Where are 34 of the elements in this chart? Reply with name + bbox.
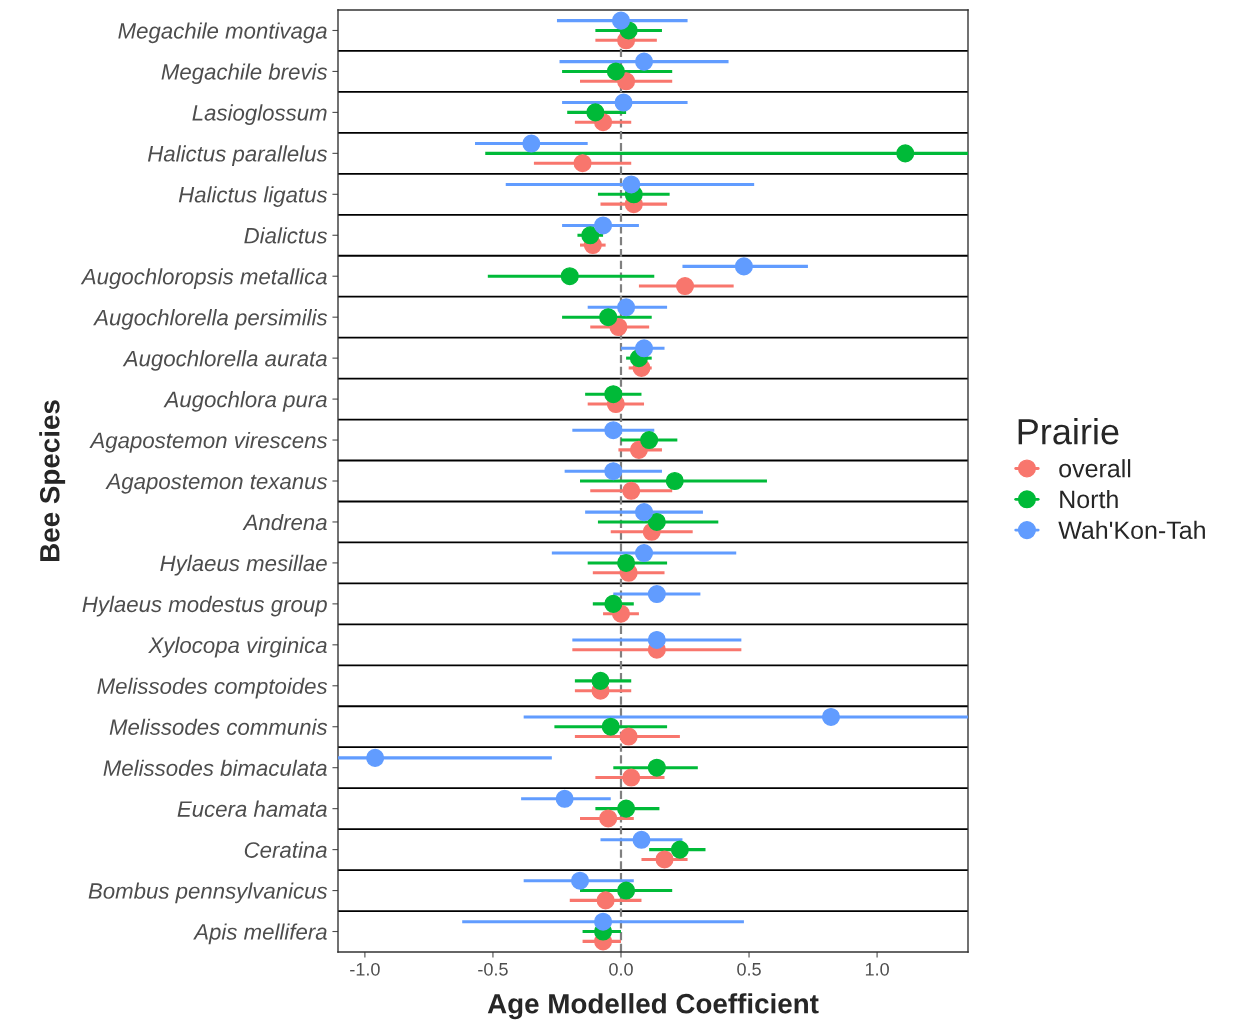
y-tick-label: Andrena	[242, 513, 327, 531]
y-tick-label: Megachile brevis	[161, 63, 328, 85]
y-tick-label: Augochloropsis metallica	[80, 268, 327, 289]
x-tick-label: 0.0	[609, 962, 633, 976]
legend-label: North	[1060, 489, 1118, 509]
y-tick-label: Halictus ligatus	[178, 186, 328, 207]
y-tick-label: Augochlorella persimilis	[93, 309, 328, 330]
y-tick-label: Ceratina	[244, 841, 327, 858]
y-tick-label: Halictus parallelus	[147, 145, 328, 167]
y-tick-label: Dialictus	[244, 227, 328, 244]
y-tick-label: Apis mellifera	[193, 923, 327, 945]
y-tick-label: Bombus pennsylvanicus	[88, 882, 328, 904]
y-tick-label: Eucera hamata	[177, 800, 327, 817]
x-tick-label: -1.0	[350, 962, 380, 976]
x-axis-title: Age Modelled Coefficient	[487, 993, 819, 1020]
y-axis-title: Bee Species	[39, 400, 66, 561]
y-tick-label: Hylaeus mesillae	[160, 554, 327, 576]
y-tick-label: Melissodes comptoides	[97, 677, 328, 699]
y-tick-label: Melissodes bimaculata	[103, 759, 327, 776]
y-tick-label: Augochlora pura	[163, 391, 327, 412]
x-tick-label: 1.0	[865, 962, 889, 976]
legend-label: Wah'Kon-Tah	[1058, 520, 1205, 540]
y-tick-label: Megachile montivaga	[118, 22, 327, 44]
y-tick-label: Hylaeus modestus group	[82, 595, 327, 617]
legend-label: overall	[1059, 459, 1131, 478]
y-tick-label: Xylocopa virginica	[148, 636, 327, 658]
y-tick-label: Lasioglossum	[192, 104, 327, 126]
legend-title: Prairie	[1018, 417, 1119, 445]
y-tick-label: Agapostemon texanus	[105, 473, 328, 494]
x-tick-label: -0.5	[478, 962, 508, 976]
y-tick-label: Augochlorella aurata	[122, 350, 327, 371]
y-tick-label: Melissodes communis	[109, 718, 328, 736]
y-tick-label: Agapostemon virescens	[89, 431, 328, 453]
x-tick-label: 0.5	[737, 962, 761, 976]
